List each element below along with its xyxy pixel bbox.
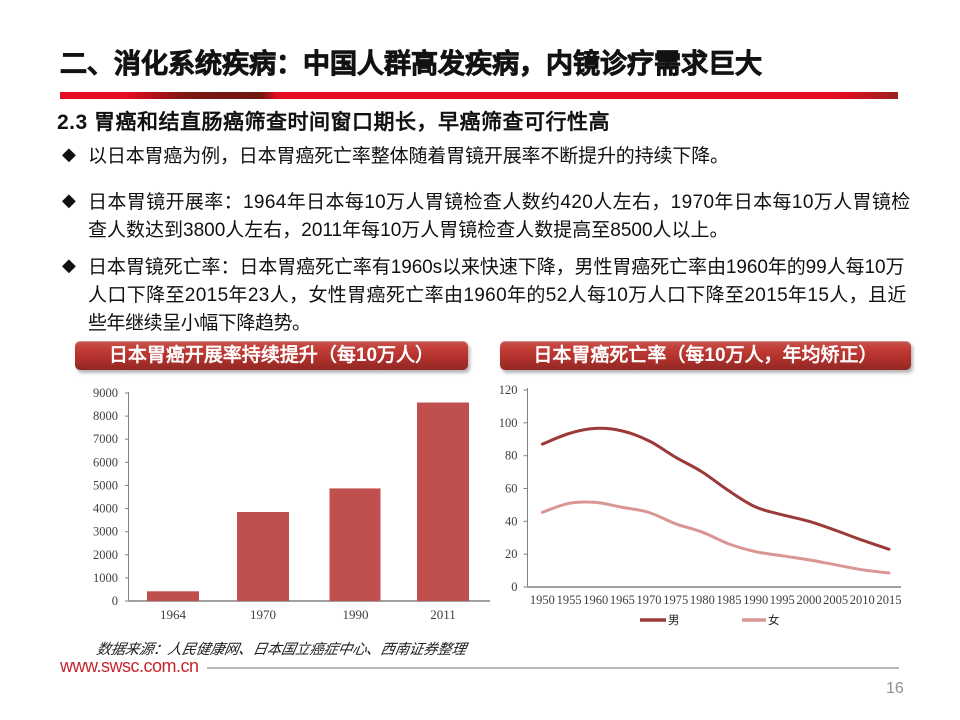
svg-text:2010: 2010 [850, 593, 875, 607]
svg-text:7000: 7000 [93, 432, 118, 446]
svg-text:80: 80 [505, 449, 518, 463]
svg-text:2011: 2011 [430, 607, 456, 622]
svg-text:1950: 1950 [530, 593, 555, 607]
svg-text:2005: 2005 [823, 593, 848, 607]
svg-text:1964: 1964 [160, 607, 187, 622]
svg-text:40: 40 [505, 514, 518, 528]
svg-text:2015: 2015 [877, 593, 902, 607]
svg-text:1975: 1975 [663, 593, 688, 607]
svg-text:1995: 1995 [770, 593, 795, 607]
svg-text:0: 0 [112, 594, 118, 608]
svg-text:1965: 1965 [610, 593, 635, 607]
svg-text:1970: 1970 [637, 593, 662, 607]
svg-text:1000: 1000 [93, 571, 118, 585]
svg-text:4000: 4000 [93, 502, 118, 516]
svg-text:男: 男 [668, 615, 680, 627]
svg-text:5000: 5000 [93, 478, 118, 492]
svg-text:1955: 1955 [557, 593, 582, 607]
svg-text:1970: 1970 [250, 607, 276, 622]
svg-text:120: 120 [500, 383, 518, 397]
svg-text:8000: 8000 [93, 409, 118, 423]
svg-text:1985: 1985 [717, 593, 742, 607]
svg-text:0: 0 [511, 580, 517, 594]
svg-text:3000: 3000 [93, 525, 118, 539]
svg-text:1990: 1990 [343, 607, 369, 622]
svg-text:60: 60 [505, 482, 518, 496]
svg-text:2000: 2000 [93, 548, 118, 562]
svg-text:1990: 1990 [743, 593, 768, 607]
svg-text:20: 20 [505, 547, 518, 561]
svg-text:1980: 1980 [690, 593, 715, 607]
svg-text:9000: 9000 [93, 386, 118, 400]
svg-text:女: 女 [768, 613, 780, 627]
svg-text:100: 100 [500, 416, 518, 430]
svg-text:6000: 6000 [93, 455, 118, 469]
svg-text:1960: 1960 [583, 593, 608, 607]
svg-text:2000: 2000 [797, 593, 822, 607]
